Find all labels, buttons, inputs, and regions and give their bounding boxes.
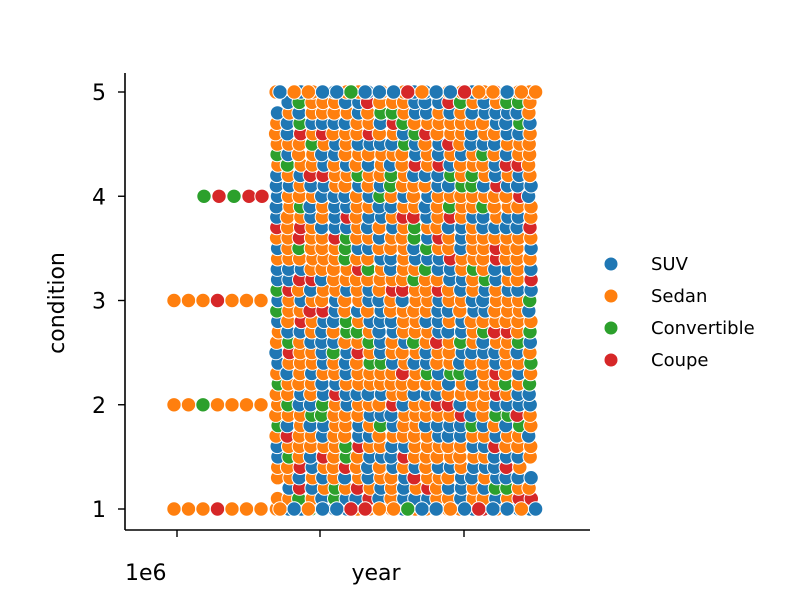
data-point-suv bbox=[456, 501, 473, 517]
data-point-sedan bbox=[195, 292, 211, 309]
data-point-coupe bbox=[456, 84, 473, 100]
data-point-coupe bbox=[400, 84, 416, 100]
data-point-sedan bbox=[527, 84, 544, 100]
data-point-sedan bbox=[442, 501, 459, 517]
data-point-sedan bbox=[238, 397, 255, 413]
y-tick-label: 3 bbox=[92, 290, 106, 315]
data-point-sedan bbox=[300, 501, 317, 517]
data-point-sedan bbox=[209, 397, 226, 413]
data-point-sedan bbox=[272, 501, 288, 517]
data-point-sedan bbox=[414, 84, 430, 100]
legend-marker-sedan bbox=[603, 288, 619, 304]
legend-marker-convertible bbox=[603, 320, 619, 336]
data-point-convertible bbox=[195, 397, 211, 413]
data-point-suv bbox=[485, 501, 501, 517]
data-point-sedan bbox=[195, 501, 211, 517]
y-axis-label: condition bbox=[45, 252, 70, 354]
y-tick-label: 1 bbox=[92, 498, 106, 523]
data-point-coupe bbox=[211, 188, 227, 205]
data-point-sedan bbox=[166, 397, 182, 413]
data-point-sedan bbox=[513, 84, 530, 100]
data-point-sedan bbox=[224, 292, 240, 309]
data-point-suv bbox=[499, 501, 515, 517]
data-point-suv bbox=[329, 501, 345, 517]
legend: SUV Sedan Convertible Coupe bbox=[603, 254, 755, 371]
data-point-sedan bbox=[253, 501, 269, 517]
data-point-suv bbox=[329, 84, 345, 100]
data-point-suv bbox=[428, 501, 444, 517]
data-point-suv bbox=[371, 84, 388, 100]
data-point-sedan bbox=[253, 397, 269, 413]
data-point-sedan bbox=[485, 84, 501, 100]
data-point-sedan bbox=[166, 292, 182, 309]
x-axis-label: year bbox=[351, 561, 401, 586]
data-point-suv bbox=[499, 84, 515, 100]
data-point-sedan bbox=[224, 397, 240, 413]
legend-marker-coupe bbox=[603, 352, 619, 368]
data-point-suv bbox=[385, 84, 402, 100]
data-point-suv bbox=[414, 501, 430, 517]
legend-label-coupe: Coupe bbox=[651, 350, 709, 371]
data-point-sedan bbox=[180, 397, 197, 413]
data-point-coupe bbox=[357, 501, 373, 517]
data-points bbox=[166, 84, 544, 517]
data-point-sedan bbox=[513, 501, 530, 517]
data-point-convertible bbox=[400, 501, 416, 517]
data-point-coupe bbox=[343, 501, 359, 517]
data-point-suv bbox=[357, 84, 373, 100]
legend-label-sedan: Sedan bbox=[651, 286, 707, 307]
data-point-coupe bbox=[254, 188, 270, 205]
data-point-sedan bbox=[371, 501, 388, 517]
data-point-sedan bbox=[385, 501, 402, 517]
data-point-sedan bbox=[286, 84, 302, 100]
y-ticks: 1 2 3 4 5 bbox=[92, 81, 125, 523]
data-point-suv bbox=[314, 501, 331, 517]
legend-label-suv: SUV bbox=[651, 254, 689, 275]
data-point-suv bbox=[527, 501, 544, 517]
y-tick-label: 5 bbox=[92, 81, 106, 106]
data-point-convertible bbox=[226, 188, 242, 205]
data-point-sedan bbox=[253, 292, 269, 309]
data-point-suv bbox=[286, 501, 302, 517]
data-point-sedan bbox=[166, 501, 182, 517]
data-point-suv bbox=[314, 84, 331, 100]
data-point-sedan bbox=[238, 501, 255, 517]
data-point-suv bbox=[523, 470, 539, 486]
data-point-sedan bbox=[180, 501, 197, 517]
data-point-convertible bbox=[196, 188, 212, 205]
data-point-coupe bbox=[241, 188, 257, 205]
data-point-suv bbox=[428, 84, 444, 100]
data-point-suv bbox=[442, 84, 459, 100]
data-point-coupe bbox=[209, 292, 226, 309]
x-offset-label: 1e6 bbox=[125, 561, 167, 586]
data-point-sedan bbox=[224, 501, 240, 517]
data-point-sedan bbox=[300, 84, 317, 100]
y-tick-label: 4 bbox=[92, 185, 106, 210]
data-point-coupe bbox=[471, 501, 487, 517]
legend-marker-suv bbox=[603, 256, 619, 272]
data-point-suv bbox=[272, 84, 288, 100]
data-point-convertible bbox=[343, 84, 359, 100]
data-point-sedan bbox=[180, 292, 197, 309]
data-point-sedan bbox=[471, 84, 487, 100]
data-point-coupe bbox=[209, 501, 226, 517]
data-point-sedan bbox=[238, 292, 255, 309]
y-tick-label: 2 bbox=[92, 394, 106, 419]
legend-label-convertible: Convertible bbox=[651, 318, 755, 339]
